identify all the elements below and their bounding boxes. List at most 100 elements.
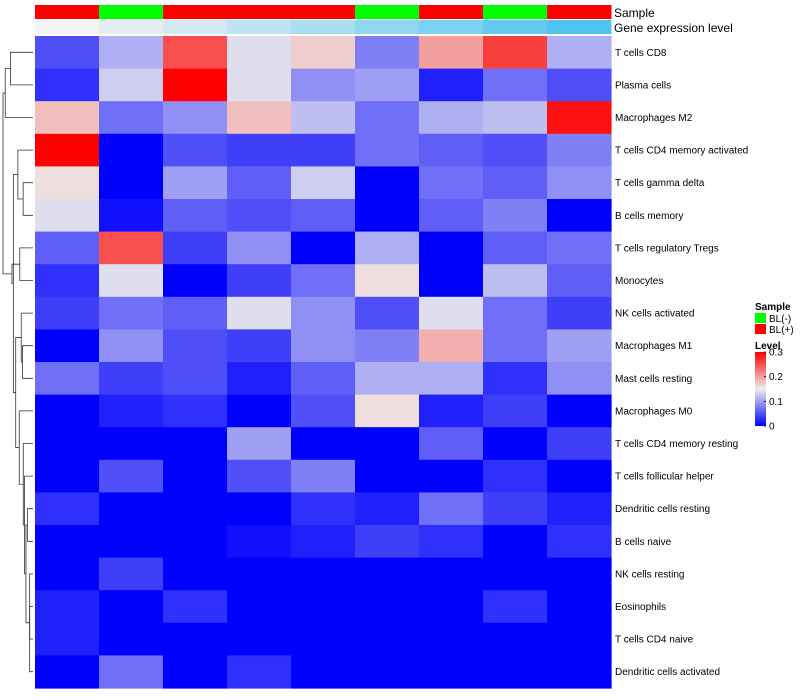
heatmap-cell	[355, 101, 420, 135]
heatmap-cell	[547, 68, 612, 102]
dendrogram-branch	[19, 247, 33, 281]
heatmap-cell	[355, 133, 420, 167]
heatmap-cell	[35, 655, 100, 689]
sample-annotation-cell	[35, 5, 100, 19]
heatmap-cell	[99, 36, 164, 70]
heatmap-cell	[483, 231, 548, 265]
heatmap-cell	[483, 427, 548, 461]
heatmap-cell	[35, 329, 100, 363]
annotation-label-sample: Sample	[614, 6, 655, 20]
heatmap-cell	[227, 133, 292, 167]
heatmap-cell	[419, 68, 484, 102]
heatmap-cell	[483, 459, 548, 493]
heatmap-cell	[99, 622, 164, 656]
legend-tick-label: 0.1	[769, 397, 783, 408]
dendrogram-branch	[2, 92, 12, 275]
heatmap-cell	[419, 590, 484, 624]
dendrogram-branch	[20, 312, 33, 363]
heatmap-cell	[291, 199, 356, 233]
heatmap-cell	[99, 296, 164, 330]
gene-expression-annotation-cell	[547, 20, 612, 34]
heatmap-cell	[419, 362, 484, 396]
heatmap-cell	[483, 394, 548, 428]
heatmap-cell	[227, 199, 292, 233]
heatmap-cell	[163, 329, 228, 363]
heatmap-cell	[355, 655, 420, 689]
heatmap-cell	[163, 492, 228, 526]
dendrogram-branch	[4, 68, 33, 118]
heatmap-cell	[483, 622, 548, 656]
heatmap-cell	[35, 68, 100, 102]
row-label: B cells naive	[615, 537, 672, 548]
heatmap-cell	[163, 68, 228, 102]
row-label: Eosinophils	[615, 602, 666, 613]
heatmap-cell	[35, 296, 100, 330]
row-label: T cells regulatory Tregs	[615, 243, 719, 254]
gene-expression-annotation-cell	[419, 20, 484, 34]
row-labels: T cells CD8 Plasma cells Macrophages M2 T c…	[615, 48, 748, 678]
gene-expression-annotation-cell	[99, 20, 164, 34]
heatmap-cell	[419, 133, 484, 167]
heatmap-cell	[483, 101, 548, 135]
heatmap-cell	[291, 101, 356, 135]
gene-expression-annotation-cell	[163, 20, 228, 34]
heatmap-cell	[355, 36, 420, 70]
legend-tick-label: 0	[769, 422, 775, 433]
row-label: T cells gamma delta	[615, 178, 705, 189]
heatmap-cell	[419, 329, 484, 363]
gene-expression-annotation-cell	[291, 20, 356, 34]
heatmap-cell	[547, 525, 612, 559]
heatmap-cell	[99, 231, 164, 265]
heatmap-cell	[227, 427, 292, 461]
row-label: B cells memory	[615, 211, 683, 222]
gene-expression-annotation-cell	[35, 20, 100, 34]
heatmap-cell	[483, 557, 548, 591]
heatmap-cell	[355, 492, 420, 526]
heatmap-cell	[547, 394, 612, 428]
heatmap-cell	[355, 329, 420, 363]
heatmap-cell	[483, 68, 548, 102]
heatmap-cell	[355, 199, 420, 233]
heatmap-cell	[355, 459, 420, 493]
heatmap-cell	[227, 459, 292, 493]
heatmap-cell	[291, 427, 356, 461]
heatmap-cell	[483, 492, 548, 526]
heatmap-cell	[355, 166, 420, 200]
heatmap-cell	[291, 362, 356, 396]
heatmap-cell	[355, 362, 420, 396]
heatmap-cell	[35, 525, 100, 559]
heatmap-cell	[419, 655, 484, 689]
heatmap-cell	[227, 296, 292, 330]
heatmap-cell	[547, 264, 612, 298]
heatmap-cell	[163, 101, 228, 135]
heatmap-cell	[99, 557, 164, 591]
heatmap-cell	[99, 427, 164, 461]
heatmap-cell	[291, 525, 356, 559]
heatmap-cell	[291, 329, 356, 363]
heatmap-cell	[227, 590, 292, 624]
row-label: T cells CD4 naive	[615, 635, 694, 646]
dendrogram-branch	[15, 337, 22, 448]
heatmap-cell	[291, 231, 356, 265]
heatmap-cell	[163, 199, 228, 233]
sample-annotation-cell	[483, 5, 548, 19]
heatmap-cell	[547, 655, 612, 689]
legend-tick-label: 0.3	[769, 348, 783, 359]
heatmap-cell	[163, 622, 228, 656]
heatmap-cell	[483, 166, 548, 200]
row-label: T cells CD4 memory activated	[615, 146, 748, 157]
gene-expression-annotation-cell	[483, 20, 548, 34]
heatmap-cell	[419, 557, 484, 591]
dendrogram-branch	[17, 149, 33, 200]
heatmap-cell	[419, 427, 484, 461]
legend-label-bl-pos: BL(+)	[769, 325, 794, 336]
heatmap-cell	[547, 557, 612, 591]
heatmap-cell	[163, 36, 228, 70]
heatmap-cell	[35, 36, 100, 70]
heatmap-cell	[227, 36, 292, 70]
heatmap-cell	[419, 231, 484, 265]
heatmap-cell	[355, 557, 420, 591]
heatmap-cell	[483, 525, 548, 559]
heatmap-cell	[291, 622, 356, 656]
heatmap-cell	[547, 362, 612, 396]
